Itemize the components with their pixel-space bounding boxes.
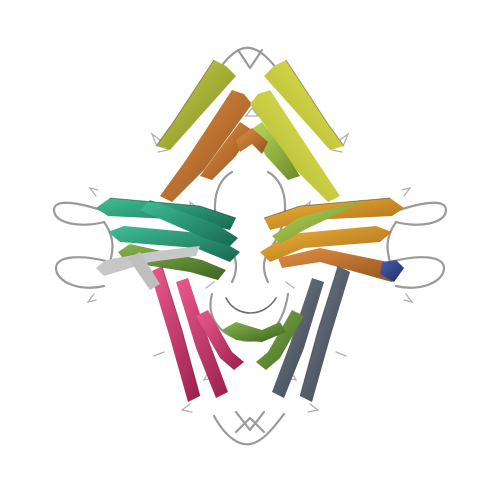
strand-orange-upper-left xyxy=(160,90,252,202)
strand-lime-inner-right xyxy=(250,122,300,180)
loop-regions xyxy=(52,46,448,446)
strand-olive-upper-left xyxy=(156,60,236,150)
strand-magenta-lower-left-2 xyxy=(176,278,228,398)
strand-magenta-lower-left-1 xyxy=(150,266,200,402)
strand-outlines xyxy=(109,59,391,397)
strand-green-bottom-center xyxy=(222,322,286,342)
strand-slate-lower-right-2 xyxy=(272,278,324,398)
strand-lime-right xyxy=(272,200,362,244)
strand-yellow-upper-right xyxy=(264,60,344,150)
strand-green-lower-right xyxy=(256,310,304,370)
beta-strands xyxy=(96,60,404,402)
strand-orange-apex xyxy=(236,128,268,154)
strand-gray-lower-left xyxy=(128,252,160,290)
strand-gray-left xyxy=(96,246,200,276)
strand-navy-right xyxy=(380,260,404,282)
strand-orange-right-3 xyxy=(278,248,400,282)
strand-teal-left-3 xyxy=(140,200,238,246)
strand-orange-inner-left xyxy=(200,122,252,180)
strand-yellow-mid-right xyxy=(250,90,340,202)
strand-slate-lower-right-1 xyxy=(300,266,350,402)
strand-magenta-lower-left-3 xyxy=(196,310,244,370)
